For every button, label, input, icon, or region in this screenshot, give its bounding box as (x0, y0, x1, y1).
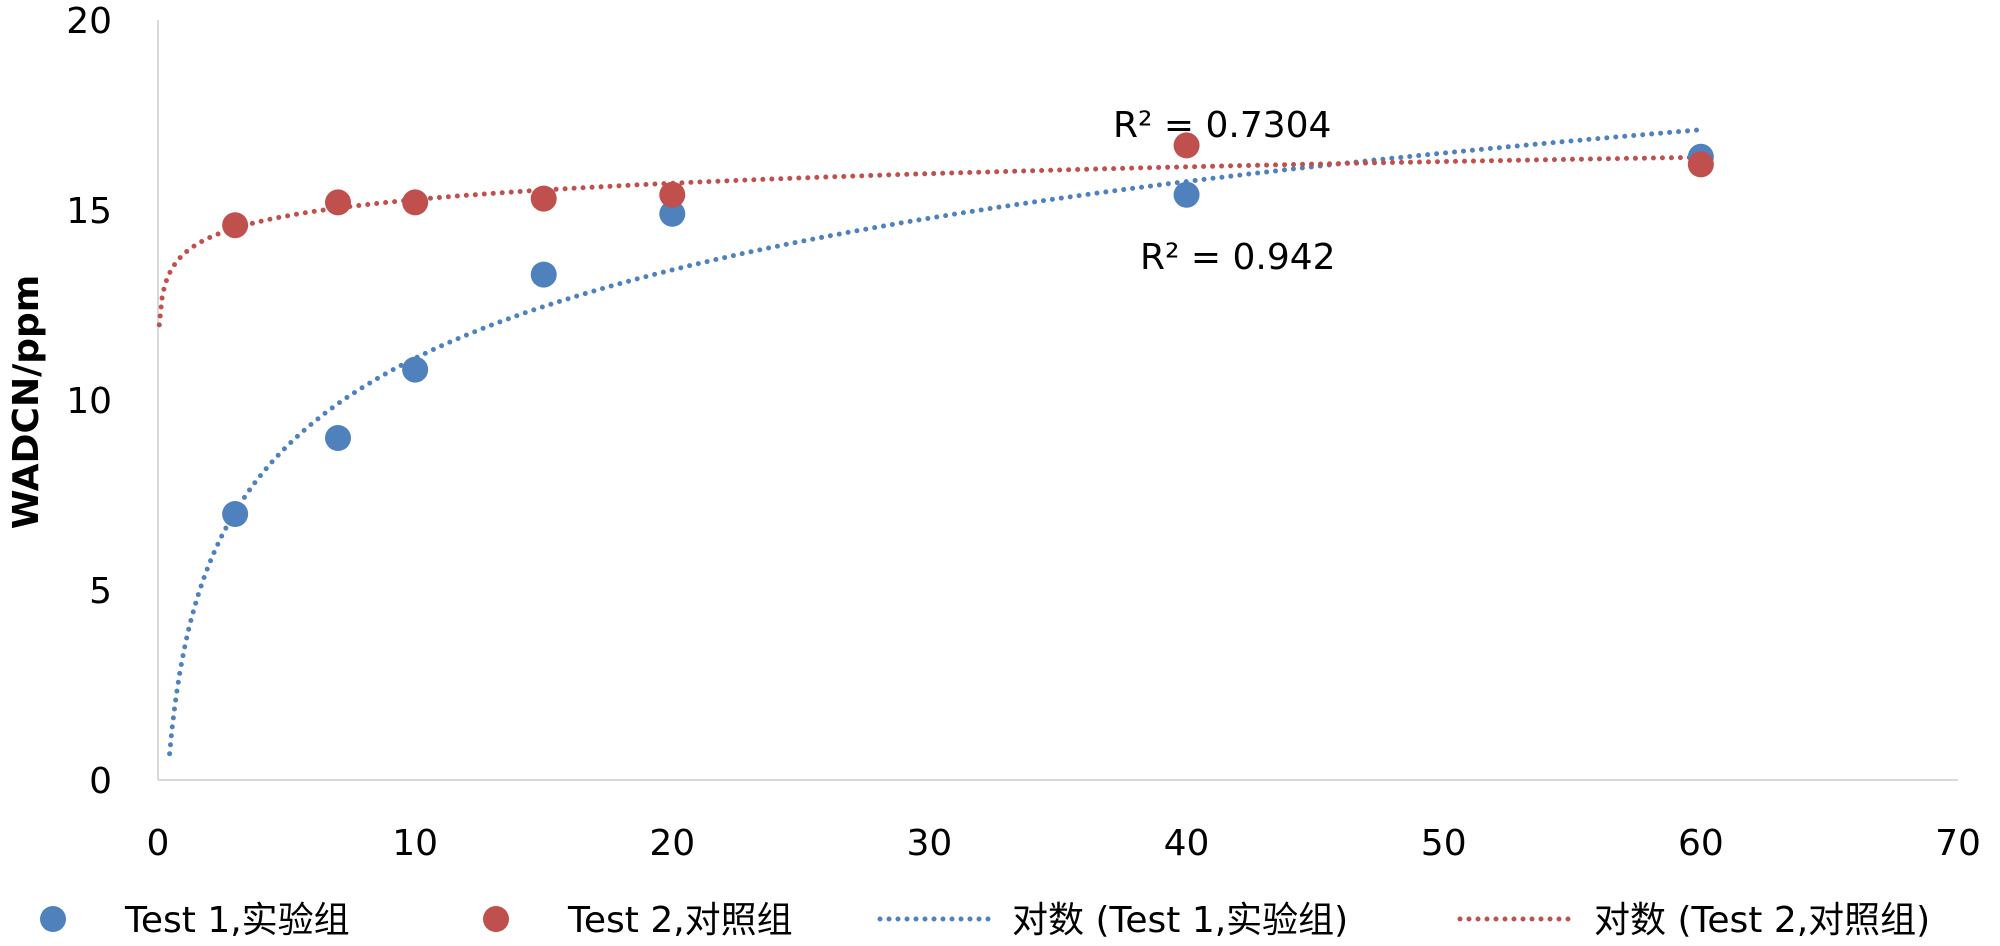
x-tick-label: 20 (649, 823, 695, 864)
r2-label-test2: R² = 0.7304 (1113, 105, 1331, 146)
data-points (222, 132, 1714, 527)
legend-label-trend1: 对数 (Test 1,实验组) (1012, 900, 1348, 941)
trendline-2 (156, 154, 1704, 328)
y-tick-label: 10 (66, 381, 112, 422)
point-series-2 (659, 181, 686, 208)
legend-label-test1: Test 1,实验组 (124, 900, 350, 941)
y-tick-label: 20 (66, 1, 112, 42)
point-series-1 (325, 425, 351, 451)
point-series-2 (402, 189, 429, 216)
trendline-1 (167, 127, 1704, 757)
y-tick-label: 15 (66, 191, 112, 232)
y-axis-label: WADCN/ppm (6, 275, 47, 530)
point-series-1 (402, 356, 429, 383)
x-tick-label: 30 (907, 823, 953, 864)
y-tick-label: 0 (89, 761, 112, 802)
point-series-2 (325, 189, 351, 216)
trendlines (156, 127, 1704, 757)
point-series-2 (1173, 132, 1200, 159)
x-tick-label: 60 (1678, 823, 1724, 864)
point-series-1 (1173, 181, 1200, 208)
legend-label-trend2: 对数 (Test 2,对照组) (1594, 900, 1930, 941)
legend-marker-test2 (483, 906, 509, 932)
x-tick-label: 0 (147, 823, 170, 864)
legend: Test 1,实验组 Test 2,对照组 对数 (Test 1,实验组) 对数… (40, 900, 1930, 941)
point-series-2 (222, 212, 249, 239)
x-tick-label: 50 (1421, 823, 1467, 864)
x-tick-label: 10 (392, 823, 438, 864)
point-series-1 (659, 200, 686, 227)
r2-label-test1: R² = 0.942 (1140, 237, 1336, 278)
point-series-1 (530, 261, 557, 288)
point-series-1 (222, 501, 249, 527)
point-series-2 (530, 185, 557, 212)
legend-label-test2: Test 2,对照组 (567, 900, 793, 941)
legend-marker-test1 (40, 906, 66, 932)
y-tick-label: 5 (89, 571, 112, 612)
x-tick-label: 40 (1164, 823, 1210, 864)
point-series-2 (1687, 151, 1714, 178)
x-tick-labels: 0 10 20 30 40 50 60 70 (147, 823, 1981, 864)
y-tick-labels: 0 5 10 15 20 (66, 1, 112, 802)
x-tick-label: 70 (1935, 823, 1981, 864)
